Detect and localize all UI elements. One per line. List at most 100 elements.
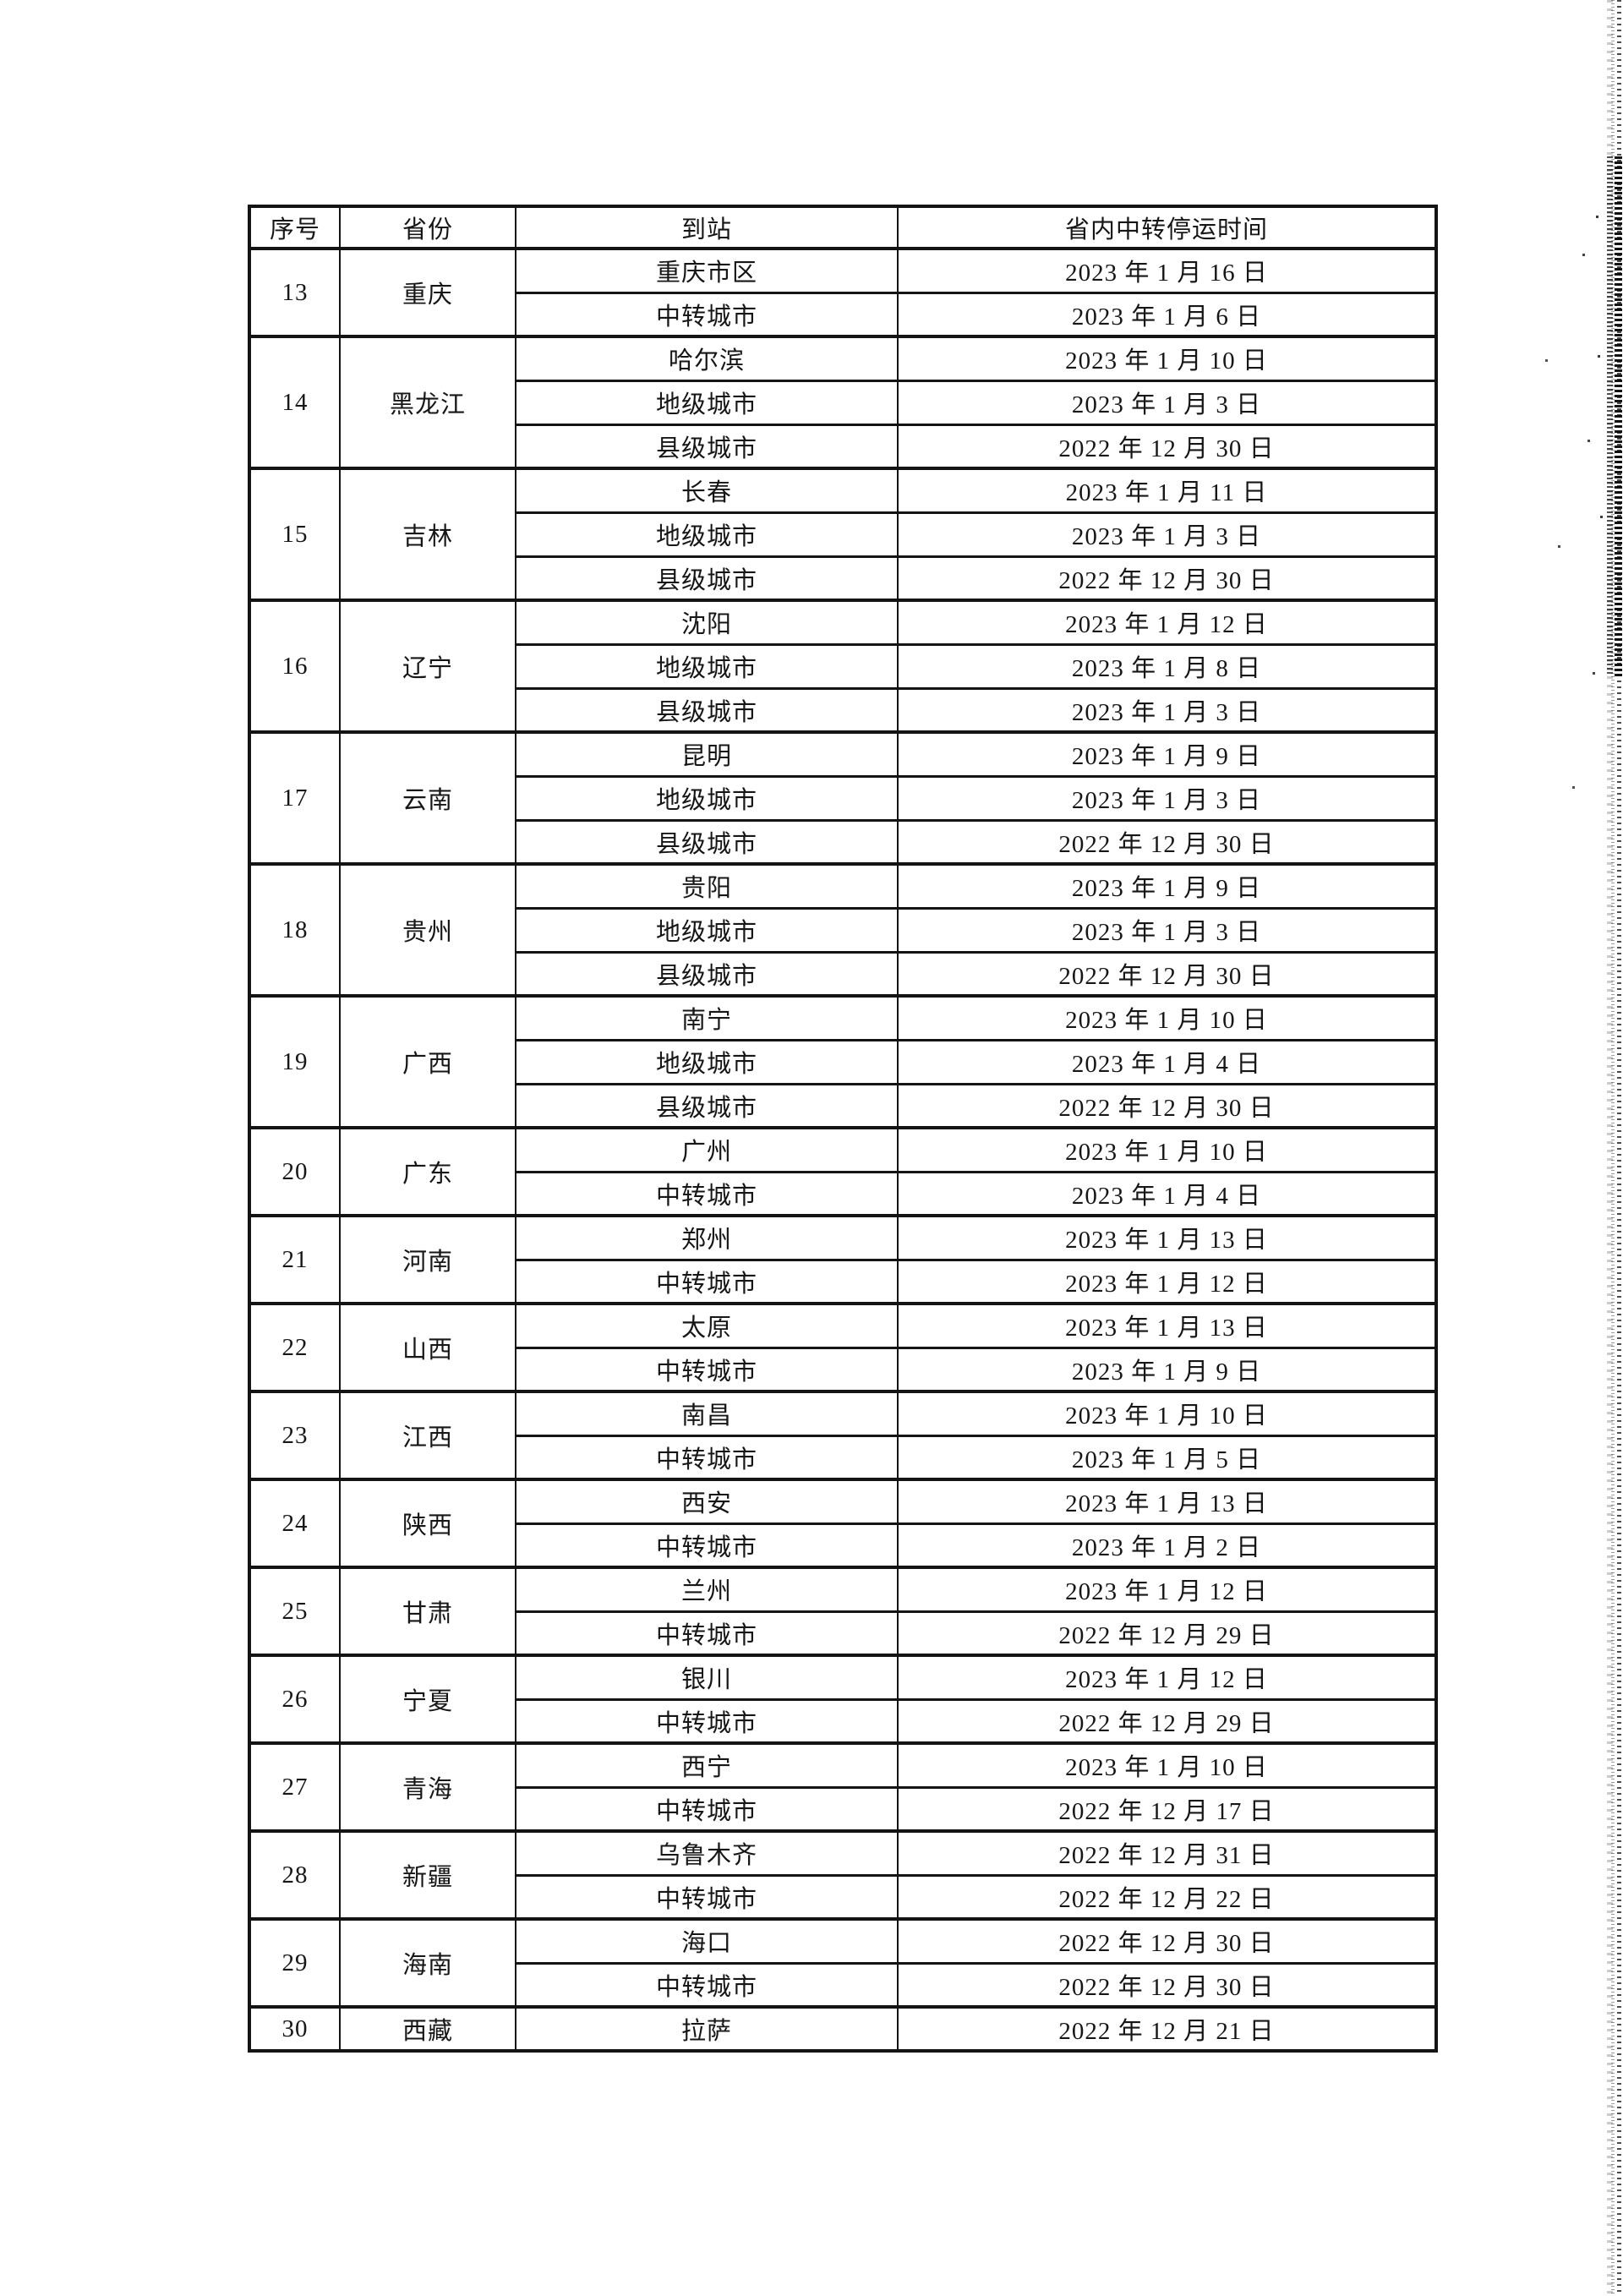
province-cell: 云南	[339, 730, 516, 866]
scan-specks	[1596, 216, 1598, 218]
date-cell: 2022 年 12 月 30 日	[897, 1961, 1437, 2009]
index-cell: 13	[249, 247, 341, 338]
table-row: 中转城市 2023 年 1 月 12 日	[249, 1258, 1437, 1305]
date-cell: 2023 年 1 月 10 日	[897, 1390, 1437, 1437]
table-row: 15 吉林 长春 2023 年 1 月 11 日	[249, 467, 1437, 602]
table-row: 24 陕西 西安 2023 年 1 月 13 日	[249, 1478, 1437, 1569]
index-cell: 21	[249, 1214, 341, 1305]
station-cell: 中转城市	[515, 1873, 899, 1921]
date-cell: 2023 年 1 月 8 日	[897, 642, 1437, 690]
station-cell: 中转城市	[515, 1610, 899, 1657]
date-cell: 2023 年 1 月 13 日	[897, 1214, 1437, 1261]
table-row: 县级城市 2023 年 1 月 3 日	[249, 686, 1437, 734]
table-row: 县级城市 2022 年 12 月 30 日	[249, 1082, 1437, 1129]
station-cell: 县级城市	[515, 1082, 899, 1129]
table-row: 23 江西 南昌 2023 年 1 月 10 日	[249, 1390, 1437, 1481]
table-row: 中转城市 2022 年 12 月 29 日	[249, 1697, 1437, 1745]
station-cell: 南宁	[515, 994, 899, 1041]
header-cell-0: 序号	[249, 205, 341, 250]
province-cell: 黑龙江	[339, 335, 516, 470]
date-cell: 2023 年 1 月 13 日	[897, 1478, 1437, 1525]
date-cell: 2022 年 12 月 30 日	[897, 950, 1437, 998]
date-cell: 2023 年 1 月 4 日	[897, 1170, 1437, 1217]
index-cell: 17	[249, 730, 341, 866]
station-cell: 地级城市	[515, 774, 899, 822]
table-row: 25 甘肃 兰州 2023 年 1 月 12 日	[249, 1566, 1437, 1657]
table-row: 县级城市 2022 年 12 月 30 日	[249, 423, 1437, 470]
station-cell: 中转城市	[515, 1434, 899, 1481]
station-cell: 哈尔滨	[515, 335, 899, 382]
station-cell: 南昌	[515, 1390, 899, 1437]
province-cell: 陕西	[339, 1478, 516, 1569]
index-cell: 23	[249, 1390, 341, 1481]
province-cell: 贵州	[339, 862, 516, 998]
station-cell: 中转城市	[515, 291, 899, 338]
scan-noise-dense-patch	[1606, 156, 1623, 676]
index-cell: 18	[249, 862, 341, 998]
station-cell: 广州	[515, 1126, 899, 1173]
date-cell: 2023 年 1 月 10 日	[897, 994, 1437, 1041]
table-row: 26 宁夏 银川 2023 年 1 月 12 日	[249, 1654, 1437, 1745]
table-row: 地级城市 2023 年 1 月 3 日	[249, 774, 1437, 822]
table-row: 13 重庆 重庆市区 2023 年 1 月 16 日	[249, 247, 1437, 338]
table-row: 18 贵州 贵阳 2023 年 1 月 9 日	[249, 862, 1437, 998]
station-cell: 中转城市	[515, 1522, 899, 1569]
table-row: 中转城市 2022 年 12 月 29 日	[249, 1610, 1437, 1657]
index-cell: 22	[249, 1302, 341, 1393]
table-row: 27 青海 西宁 2023 年 1 月 10 日	[249, 1741, 1437, 1833]
station-cell: 地级城市	[515, 642, 899, 690]
station-cell: 海口	[515, 1917, 899, 1965]
table-row: 中转城市 2023 年 1 月 6 日	[249, 291, 1437, 338]
date-cell: 2023 年 1 月 3 日	[897, 774, 1437, 822]
station-cell: 长春	[515, 467, 899, 514]
station-cell: 银川	[515, 1654, 899, 1701]
index-cell: 26	[249, 1654, 341, 1745]
header-cell-2: 到站	[515, 205, 899, 250]
date-cell: 2023 年 1 月 5 日	[897, 1434, 1437, 1481]
province-cell: 山西	[339, 1302, 516, 1393]
station-cell: 地级城市	[515, 1038, 899, 1085]
table-row: 县级城市 2022 年 12 月 30 日	[249, 818, 1437, 866]
table-body: 13 重庆 重庆市区 2023 年 1 月 16 日中转城市 2023 年 1 月 6 …	[249, 247, 1437, 2053]
station-cell: 县级城市	[515, 818, 899, 866]
station-cell: 郑州	[515, 1214, 899, 1261]
table-row: 地级城市 2023 年 1 月 3 日	[249, 511, 1437, 558]
table-row: 地级城市 2023 年 1 月 8 日	[249, 642, 1437, 690]
table-row: 中转城市 2023 年 1 月 4 日	[249, 1170, 1437, 1217]
province-cell: 甘肃	[339, 1566, 516, 1657]
index-cell: 16	[249, 599, 341, 734]
table-row: 地级城市 2023 年 1 月 4 日	[249, 1038, 1437, 1085]
date-cell: 2023 年 1 月 3 日	[897, 686, 1437, 734]
table-row: 28 新疆 乌鲁木齐 2022 年 12 月 31 日	[249, 1829, 1437, 1921]
index-cell: 27	[249, 1741, 341, 1833]
header-cell-3: 省内中转停运时间	[897, 205, 1437, 250]
date-cell: 2023 年 1 月 9 日	[897, 862, 1437, 910]
table-row: 地级城市 2023 年 1 月 3 日	[249, 379, 1437, 426]
station-cell: 县级城市	[515, 950, 899, 998]
index-cell: 29	[249, 1917, 341, 2009]
date-cell: 2023 年 1 月 12 日	[897, 599, 1437, 646]
station-cell: 县级城市	[515, 686, 899, 734]
table-row: 14 黑龙江 哈尔滨 2023 年 1 月 10 日	[249, 335, 1437, 470]
table-row: 中转城市 2022 年 12 月 22 日	[249, 1873, 1437, 1921]
date-cell: 2023 年 1 月 6 日	[897, 291, 1437, 338]
date-cell: 2023 年 1 月 3 日	[897, 379, 1437, 426]
table-row: 中转城市 2022 年 12 月 30 日	[249, 1961, 1437, 2009]
date-cell: 2023 年 1 月 10 日	[897, 1126, 1437, 1173]
station-cell: 中转城市	[515, 1170, 899, 1217]
station-cell: 贵阳	[515, 862, 899, 910]
station-cell: 兰州	[515, 1566, 899, 1613]
table-row: 21 河南 郑州 2023 年 1 月 13 日	[249, 1214, 1437, 1305]
index-cell: 20	[249, 1126, 341, 1217]
date-cell: 2022 年 12 月 30 日	[897, 423, 1437, 470]
header-cell-1: 省份	[339, 205, 516, 250]
index-cell: 15	[249, 467, 341, 602]
date-cell: 2022 年 12 月 29 日	[897, 1610, 1437, 1657]
station-cell: 中转城市	[515, 1258, 899, 1305]
table-header: 序号 省份 到站 省内中转停运时间	[249, 205, 1437, 250]
province-cell: 河南	[339, 1214, 516, 1305]
date-cell: 2023 年 1 月 12 日	[897, 1258, 1437, 1305]
date-cell: 2023 年 1 月 2 日	[897, 1522, 1437, 1569]
province-cell: 新疆	[339, 1829, 516, 1921]
